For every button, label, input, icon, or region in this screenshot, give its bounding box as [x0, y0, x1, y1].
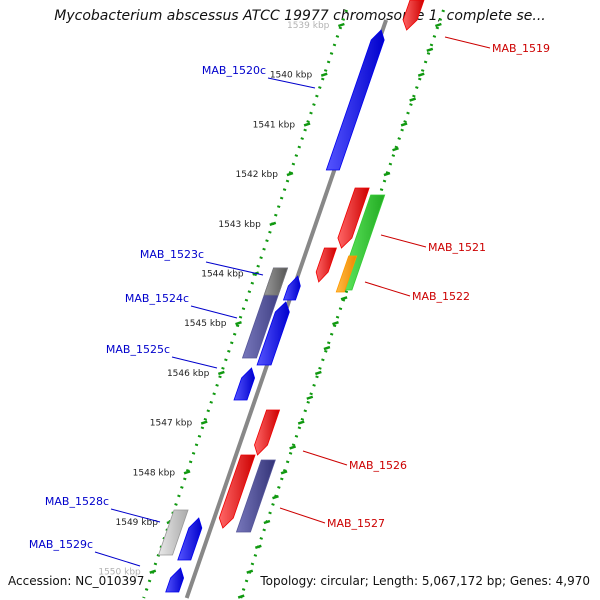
gene-MAB_1526 [254, 409, 281, 456]
scale-tick-label: 1547 kbp [150, 419, 193, 429]
scale-tick-label: 1550 kbp [98, 568, 141, 578]
scale-tick [280, 470, 288, 475]
scale-tick [383, 171, 391, 177]
scale-tick [332, 321, 339, 326]
label-connector [171, 356, 218, 369]
scale-tick [263, 519, 271, 525]
scale-tick-label: 1545 kbp [184, 319, 227, 329]
label-connector [364, 281, 411, 297]
gene-label: MAB_1523c [140, 248, 204, 261]
scale-tick [289, 445, 297, 450]
scale-tick [183, 470, 191, 475]
scale-tick [340, 296, 348, 301]
scale-tick [272, 494, 279, 500]
gene-label: MAB_1527 [327, 517, 385, 530]
scale-tick [314, 370, 322, 376]
gene-label: MAB_1520c [202, 64, 266, 77]
scale-tick [286, 171, 294, 177]
gene-MAB_1528c [157, 509, 189, 556]
scale-tick [246, 569, 254, 574]
label-connector [94, 551, 141, 567]
gene-MAB_1521-part [315, 247, 338, 283]
scale-tick [237, 594, 245, 599]
gene-MAB_1521 [337, 187, 370, 249]
accession-text: Accession: NC_010397 [8, 574, 145, 588]
scale-tick-label: 1543 kbp [218, 220, 261, 230]
gene-MAB_1525c-b [233, 367, 256, 401]
scale-tick-label: 1542 kbp [236, 170, 279, 180]
scale-tick-label: 1539 kbp [287, 21, 330, 31]
scale-tick [320, 72, 328, 77]
gene-MAB_1524c [282, 275, 301, 301]
scale-tick-label: 1544 kbp [201, 270, 244, 280]
scale-tick [200, 420, 208, 425]
map-title: Mycobacterium abscessus ATCC 19977 chrom… [0, 8, 600, 24]
scale-tick [217, 370, 225, 376]
scale-tick [254, 544, 262, 550]
scale-tick-label: 1548 kbp [133, 468, 176, 478]
gene-label: MAB_1519 [492, 42, 550, 55]
label-connector [279, 507, 326, 524]
gene-MAB_1527 [235, 459, 276, 533]
gene-label: MAB_1521 [428, 241, 486, 254]
scale-tick [426, 47, 434, 53]
gene-label: MAB_1525c [106, 343, 170, 356]
scale-tick [337, 22, 345, 28]
scale-tick [235, 321, 242, 326]
gene-label: MAB_1524c [125, 292, 189, 305]
label-connector [380, 234, 427, 248]
scale-tick [409, 97, 417, 102]
gene-MAB_1519 [402, 0, 425, 31]
scale-tick [269, 221, 277, 226]
scale-tick [392, 147, 399, 152]
gene-MAB_1523c-gray [263, 267, 289, 296]
gene-MAB_1528c-b [177, 517, 203, 561]
scale-tick [306, 395, 314, 400]
label-connector [110, 508, 161, 523]
gene-MAB_1522 [335, 255, 358, 293]
scale-tick [297, 420, 305, 425]
gene-label: MAB_1522 [412, 290, 470, 303]
scale-tick-label: 1549 kbp [116, 518, 159, 528]
gene-label: MAB_1528c [45, 495, 109, 508]
label-connector [444, 36, 491, 49]
label-connector [190, 305, 238, 319]
gene-MAB_1520c [325, 29, 385, 171]
label-connector [302, 450, 348, 466]
label-connector [205, 261, 264, 276]
gene-MAB_1526-b [218, 454, 256, 529]
scale-tick-label: 1540 kbp [270, 71, 313, 81]
scale-tick-label: 1541 kbp [253, 120, 296, 130]
scale-tick [400, 122, 408, 127]
gene-label: MAB_1526 [349, 459, 407, 472]
scale-tick-label: 1546 kbp [167, 369, 210, 379]
scale-tick [434, 22, 442, 28]
scale-tick [323, 345, 331, 351]
label-connector [267, 77, 316, 89]
gene-label: MAB_1529c [29, 538, 93, 551]
scale-tick [149, 569, 157, 574]
gene-MAB_1525c [256, 301, 290, 366]
scale-tick [303, 122, 311, 127]
summary-text: Topology: circular; Length: 5,067,172 bp… [260, 574, 590, 588]
scale-tick [417, 72, 425, 77]
gene-MAB_1529c [165, 567, 185, 593]
